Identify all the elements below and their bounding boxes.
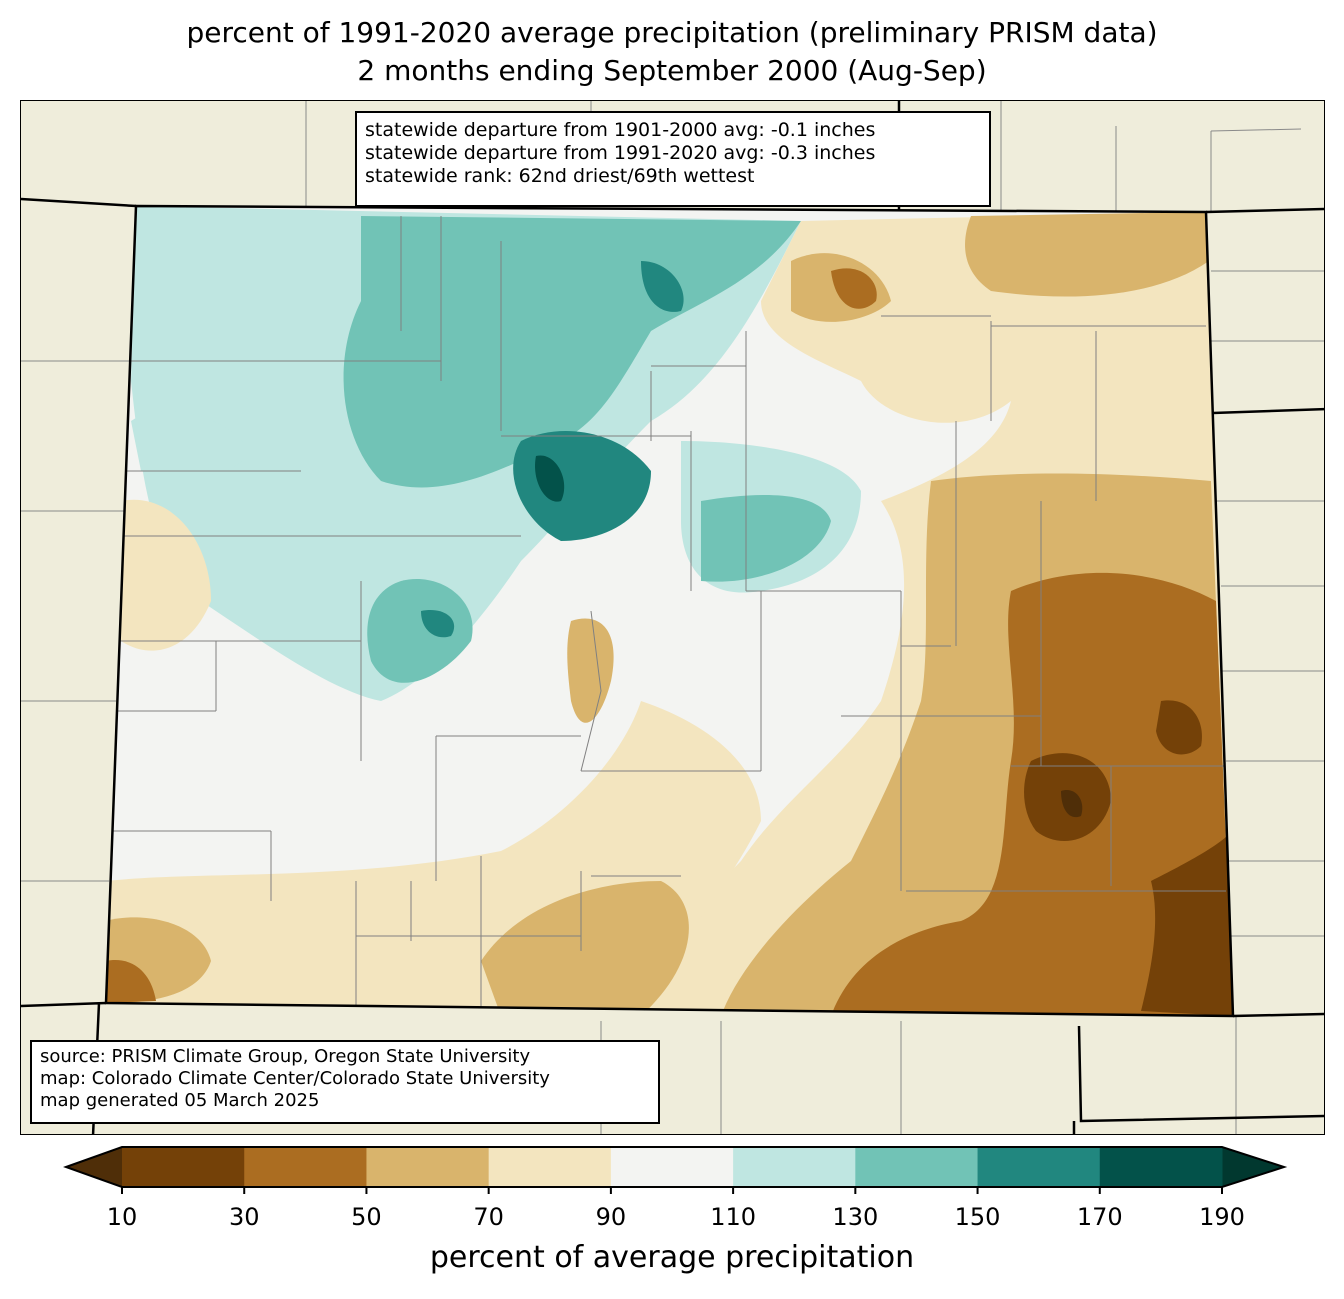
colorbar-bin [733,1147,856,1187]
colorbar-bin [366,1147,490,1187]
map-credit-line: map: Colorado Climate Center/Colorado St… [40,1068,550,1089]
generated-date-line: map generated 05 March 2025 [40,1090,320,1111]
map-svg [21,101,1324,1134]
map-title-line2: 2 months ending September 2000 (Aug-Sep) [357,54,987,87]
colorbar-tick-label: 30 [228,1203,260,1231]
colorado-border [104,204,1235,1018]
colorbar-tick-label: 150 [954,1203,1001,1231]
colorbar-tick-label: 90 [595,1203,627,1231]
neighbor-county-lines [21,101,1324,1134]
colorbar-tick-label: 10 [106,1203,138,1231]
colorbar-extend-low [66,1147,122,1187]
colorbar-bin [244,1147,367,1187]
colorbar-extend-high [1222,1147,1284,1187]
precip-field [106,206,1233,1016]
colorbar [63,1146,1288,1194]
stat-rank: statewide rank: 62nd driest/69th wettest [365,165,755,187]
stat-departure-1901-2000: statewide departure from 1901-2000 avg: … [365,119,876,141]
colorbar-bin [977,1147,1101,1187]
colorbar-bin [1099,1147,1223,1187]
source-line: source: PRISM Climate Group, Oregon Stat… [40,1046,531,1067]
source-box: source: PRISM Climate Group, Oregon Stat… [30,1040,660,1124]
stat-departure-1991-2020: statewide departure from 1991-2020 avg: … [365,142,876,164]
statewide-stats-box: statewide departure from 1901-2000 avg: … [355,111,991,207]
colorbar-label: percent of average precipitation [429,1240,915,1275]
colorbar-bin [488,1147,612,1187]
colorbar-tick-label: 190 [1199,1203,1245,1231]
colorbar-tick-label: 170 [1076,1203,1123,1231]
map-title-line1: percent of 1991-2020 average precipitati… [186,16,1158,49]
precipitation-map [20,100,1325,1135]
county-lines [111,216,1226,1011]
colorbar-tick-label: 70 [473,1203,504,1231]
colorbar-bin [855,1147,979,1187]
colorbar-bin [122,1147,245,1187]
colorbar-tick-label: 50 [351,1203,382,1231]
colorbar-bin [610,1147,734,1187]
colorbar-tick-label: 110 [710,1203,757,1231]
colorbar-tick-label: 130 [832,1203,879,1231]
